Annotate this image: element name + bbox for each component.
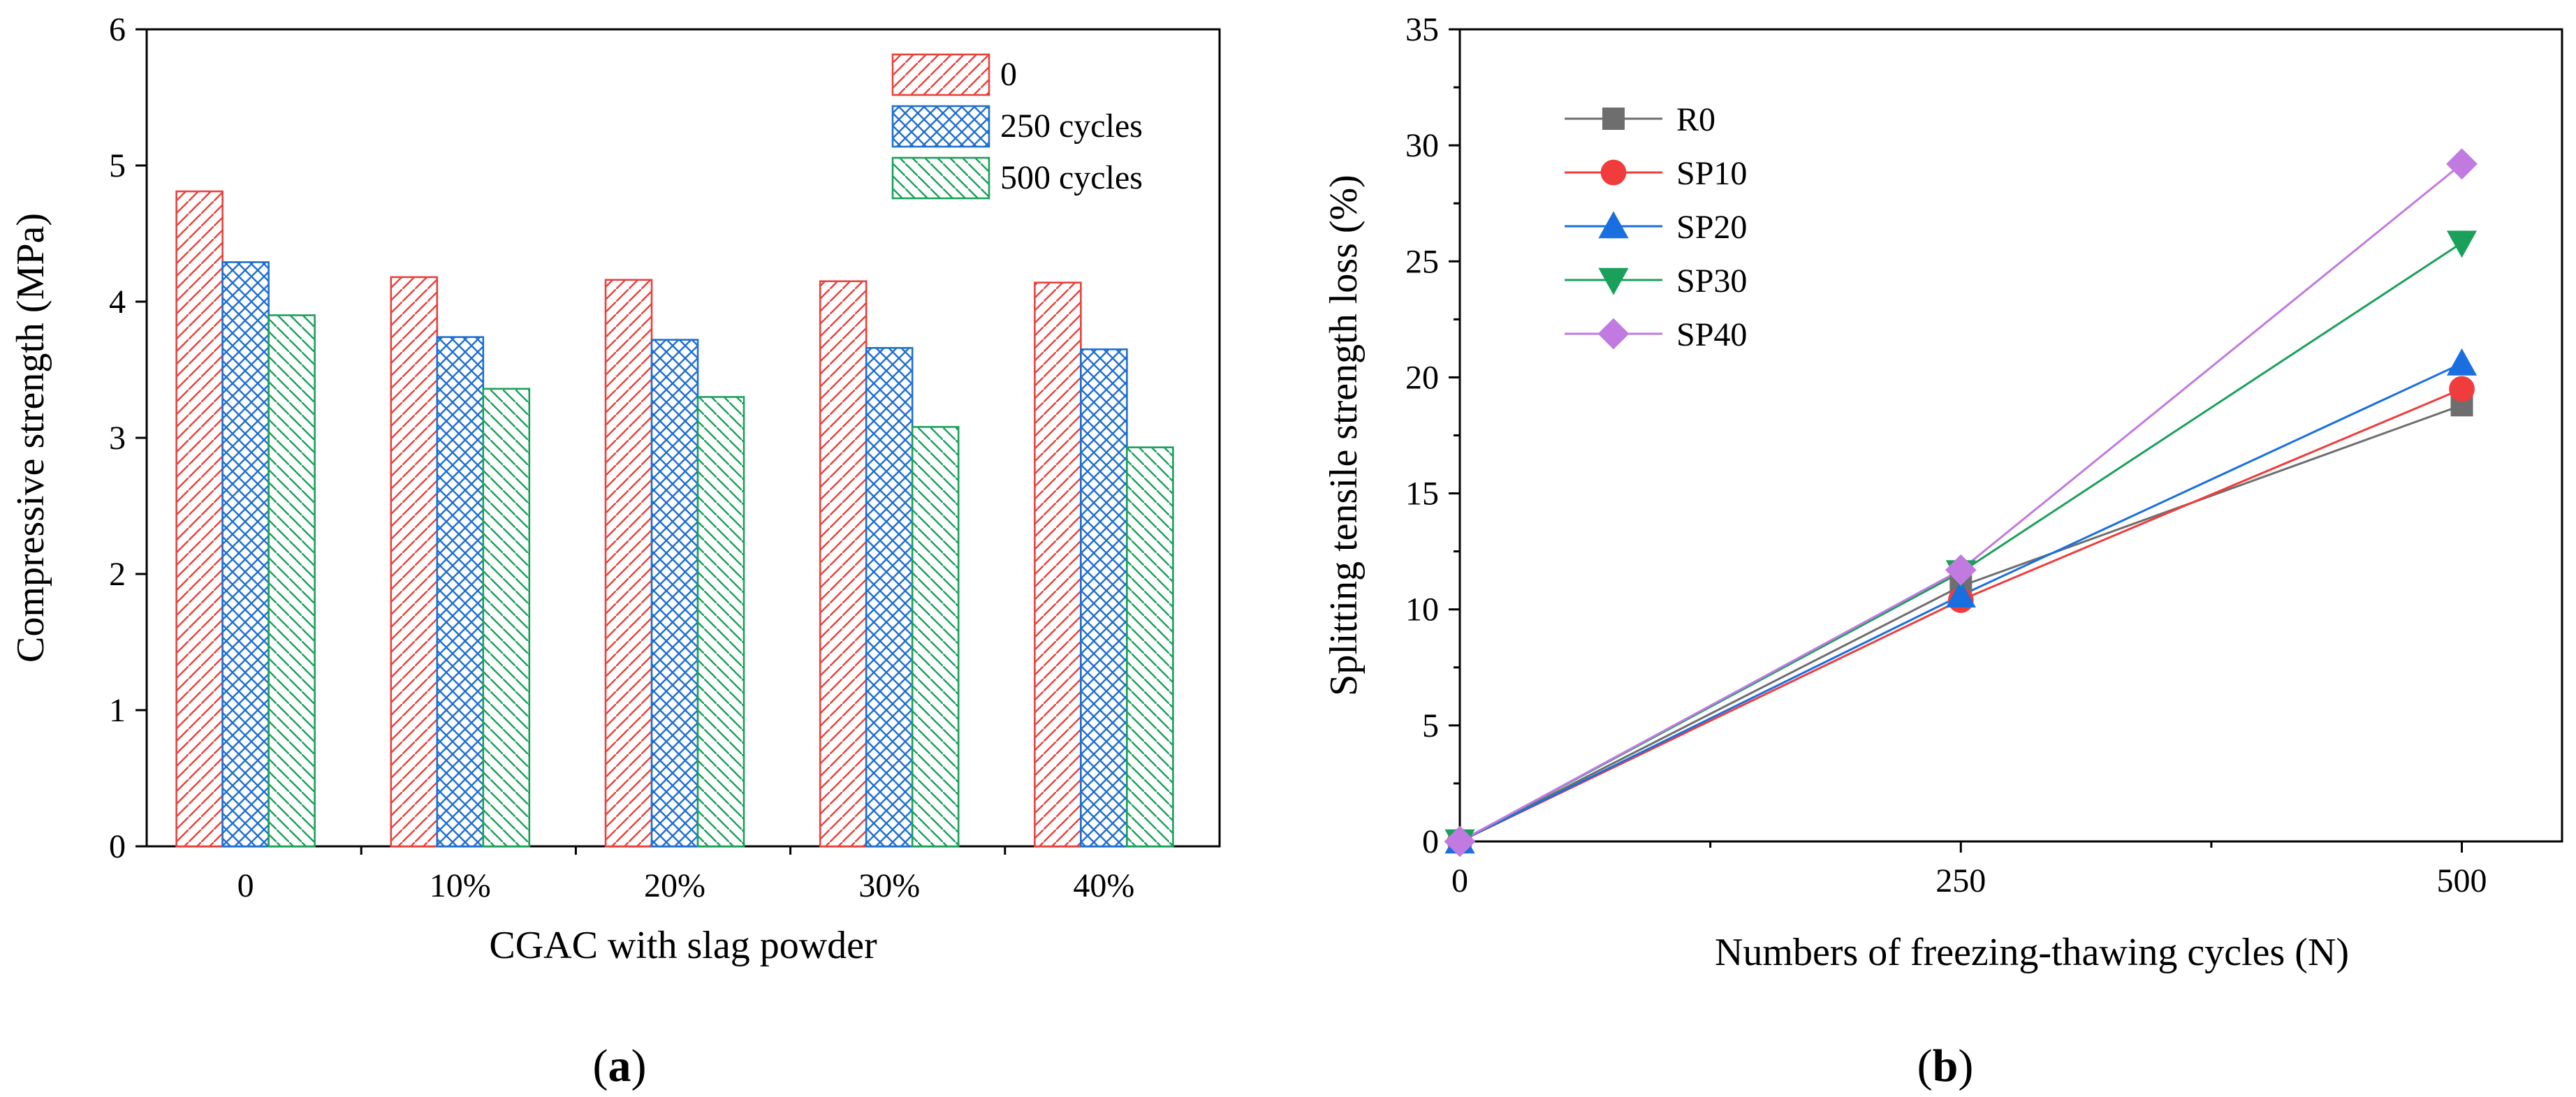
point-SP10-2	[2449, 376, 2475, 402]
bar-500-cycles-4	[1126, 446, 1174, 848]
bar-0-1	[390, 276, 439, 848]
bar-250-cycles-3	[865, 346, 914, 848]
y-tick-label-b: 5	[1422, 707, 1439, 744]
x-tick-label-a: 40%	[1073, 867, 1134, 904]
bar-500-cycles-0	[268, 314, 316, 848]
y-axis-label-a: Compressive strength (MPa)	[9, 213, 52, 663]
panel-paren: )	[1958, 1040, 1973, 1091]
bar-0-4	[1034, 281, 1082, 848]
bar-500-cycles-1	[482, 388, 531, 848]
bar-500-cycles-2	[696, 396, 745, 848]
x-tick-label-a: 10%	[430, 867, 491, 904]
bar-250-cycles-4	[1080, 348, 1128, 848]
chart-a-compressive-strength: 0 1 2 3 4 5 6 0 10% 20% 30% 40% CGAC with slag powde…	[9, 11, 1221, 1091]
x-axis-label-a: CGAC with slag powder	[489, 924, 877, 967]
series-line-SP10	[1459, 388, 2463, 843]
point-SP40-0	[1444, 825, 1476, 857]
legend-label-a: 0	[1000, 56, 1017, 93]
panel-label-b: (b)	[1917, 1040, 1974, 1091]
legend-swatch-a	[891, 53, 990, 96]
panel-paren: )	[631, 1040, 647, 1091]
legend-marker-b	[1598, 211, 1629, 239]
bar-250-cycles-1	[436, 336, 485, 848]
legend-marker-b	[1602, 108, 1625, 130]
x-tick-label-b: 250	[1935, 862, 1986, 899]
panel-label-a: (a)	[593, 1040, 647, 1091]
bar-0-0	[175, 190, 224, 848]
point-SP40-1	[1945, 554, 1977, 586]
panel-letter: a	[608, 1040, 631, 1091]
series-line-SP40	[1459, 163, 2463, 843]
point-SP20-2	[2446, 348, 2478, 376]
y-tick-label-b: 30	[1405, 127, 1439, 164]
chart-b-splitting-tensile-loss: 0 5 10 15 20 25 30 35 0 250 500 Numbers of freezing…	[1322, 11, 2563, 1091]
y-tick-label-a: 1	[109, 692, 126, 729]
x-tick-label-b: 500	[2437, 862, 2487, 899]
y-tick-label-a: 4	[109, 284, 126, 321]
y-tick-label-a: 5	[109, 147, 126, 184]
bar-250-cycles-2	[650, 339, 699, 848]
y-tick-label-a: 3	[109, 420, 126, 457]
legend-marker-b	[1598, 267, 1629, 295]
panel-paren: (	[593, 1040, 608, 1091]
bar-500-cycles-3	[911, 426, 960, 848]
y-tick-label-b: 0	[1422, 823, 1439, 860]
point-SP40-2	[2446, 148, 2478, 180]
y-tick-label-b: 15	[1405, 476, 1439, 513]
legend-marker-b	[1600, 159, 1627, 186]
panel-letter: b	[1933, 1040, 1959, 1091]
point-SP20-1	[1945, 580, 1976, 608]
x-tick-label-b: 0	[1451, 862, 1468, 899]
x-axis-label-b: Numbers of freezing-thawing cycles (N)	[1715, 931, 2349, 974]
bar-250-cycles-0	[221, 261, 270, 848]
x-tick-label-a: 20%	[644, 867, 705, 904]
legend-swatch-a	[891, 105, 990, 148]
legend-label-b: SP20	[1676, 209, 1747, 246]
legend-label-b: SP10	[1676, 155, 1747, 192]
plot-frame-b	[1458, 28, 2563, 843]
legend-label-b: SP30	[1676, 263, 1747, 300]
y-tick-label-a: 6	[109, 11, 126, 48]
y-tick-label-a: 0	[109, 828, 126, 865]
legend-b: R0 SP10 SP20 SP30 SP40	[1565, 101, 1747, 353]
y-tick-label-b: 25	[1405, 243, 1439, 280]
y-tick-label-b: 35	[1405, 11, 1439, 48]
legend-label-b: SP40	[1676, 316, 1747, 353]
y-tick-label-b: 10	[1405, 591, 1439, 628]
legend-label-b: R0	[1676, 101, 1715, 138]
y-tick-label-a: 2	[109, 556, 126, 593]
bar-0-3	[819, 280, 868, 848]
x-tick-label-a: 0	[237, 867, 254, 904]
legend-a: 0 250 cycles 500 cycles	[891, 53, 1143, 200]
legend-label-a: 250 cycles	[1000, 108, 1143, 145]
legend-swatch-a	[891, 156, 990, 200]
panel-paren: (	[1917, 1040, 1933, 1091]
legend-marker-b	[1597, 318, 1630, 350]
y-tick-label-b: 20	[1405, 359, 1439, 396]
series-line-R0	[1459, 404, 2463, 843]
bar-0-2	[604, 279, 653, 848]
x-tick-label-a: 30%	[858, 867, 920, 904]
y-axis-label-b: Splitting tensile strength loss (%)	[1322, 175, 1366, 696]
legend-label-a: 500 cycles	[1000, 159, 1143, 196]
point-SP30-2	[2446, 230, 2478, 258]
